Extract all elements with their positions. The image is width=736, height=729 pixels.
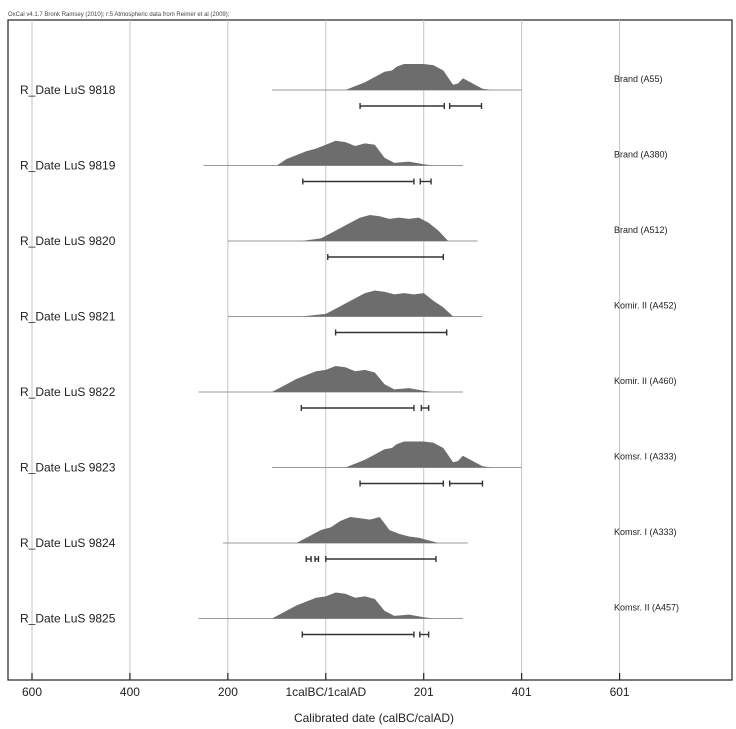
- x-tick-label-4: 201: [414, 685, 434, 699]
- probability-distribution: [271, 592, 434, 619]
- grid-layer: [31, 20, 621, 680]
- series-row-3: R_Date LuS 9821 Komir. II (A452): [20, 290, 677, 336]
- header-text: OxCal v4.1.7 Bronk Ramsey (2010); r:5 At…: [8, 12, 230, 18]
- context-label: Komsr. II (A457): [614, 603, 679, 613]
- x-tick-label-5: 401: [512, 685, 532, 699]
- series-row-4: R_Date LuS 9822 Komir. II (A460): [20, 366, 677, 411]
- context-label: Komir. II (A460): [614, 376, 677, 386]
- series-row-1: R_Date LuS 9819 Brand (A380): [20, 140, 668, 185]
- context-label: Komir. II (A452): [614, 301, 677, 311]
- plot-frame: [7, 19, 733, 681]
- series-row-6: R_Date LuS 9824 Komsr. I (A333): [20, 517, 677, 562]
- context-label: Brand (A55): [614, 74, 663, 84]
- x-axis-title: Calibrated date (calBC/calAD): [294, 711, 454, 725]
- x-tick-label-6: 601: [610, 685, 630, 699]
- series-row-0: R_Date LuS 9818 Brand (A55): [20, 64, 663, 109]
- x-tick-label-0: 600: [22, 685, 42, 699]
- probability-distribution: [301, 290, 454, 317]
- probability-distribution: [345, 441, 493, 468]
- x-tick-label-2: 200: [218, 685, 238, 699]
- context-label: Brand (A380): [614, 150, 668, 160]
- x-tick-label-1: 400: [120, 685, 140, 699]
- x-axis: 600 400 200 1calBC/1calAD 201 401 601: [22, 673, 630, 699]
- context-label: Komsr. I (A333): [614, 527, 677, 537]
- sample-label: R_Date LuS 9821: [20, 310, 116, 324]
- probability-distribution: [271, 366, 434, 392]
- context-label: Brand (A512): [614, 225, 668, 235]
- series-row-7: R_Date LuS 9825 Komsr. II (A457): [20, 592, 679, 638]
- x-tick-label-3: 1calBC/1calAD: [285, 685, 366, 699]
- sample-label: R_Date LuS 9823: [20, 461, 116, 475]
- sample-label: R_Date LuS 9820: [20, 234, 116, 248]
- probability-distribution: [296, 517, 439, 543]
- sample-label: R_Date LuS 9819: [20, 159, 116, 173]
- sample-label: R_Date LuS 9818: [20, 83, 116, 97]
- series-row-5: R_Date LuS 9823 Komsr. I (A333): [20, 441, 677, 487]
- context-label: Komsr. I (A333): [614, 452, 677, 462]
- sample-label: R_Date LuS 9822: [20, 385, 116, 399]
- probability-distribution: [276, 140, 434, 166]
- series-row-2: R_Date LuS 9820 Brand (A512): [20, 215, 668, 260]
- sample-label: R_Date LuS 9824: [20, 536, 116, 550]
- probability-distribution: [301, 215, 449, 241]
- sample-label: R_Date LuS 9825: [20, 612, 116, 626]
- probability-distribution: [345, 64, 493, 90]
